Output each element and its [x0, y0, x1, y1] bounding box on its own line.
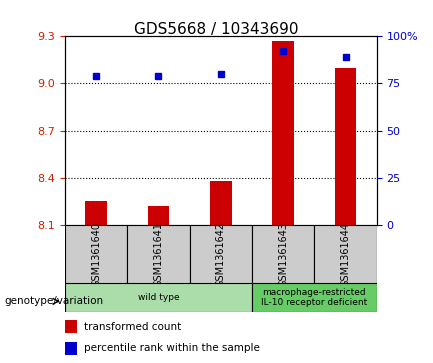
Bar	[65, 342, 78, 355]
Text: wild type: wild type	[138, 293, 179, 302]
Bar	[85, 201, 107, 225]
Text: transformed count: transformed count	[84, 322, 181, 332]
FancyBboxPatch shape	[252, 225, 314, 283]
Bar	[272, 41, 294, 225]
Text: genotype/variation: genotype/variation	[4, 296, 103, 306]
Bar	[210, 181, 232, 225]
Text: macrophage-restricted
IL-10 receptor deficient: macrophage-restricted IL-10 receptor def…	[261, 288, 368, 307]
Bar	[65, 320, 78, 333]
Text: percentile rank within the sample: percentile rank within the sample	[84, 343, 259, 354]
Text: GSM1361642: GSM1361642	[216, 221, 226, 287]
FancyBboxPatch shape	[127, 225, 190, 283]
Text: GSM1361641: GSM1361641	[153, 221, 164, 287]
Text: GSM1361643: GSM1361643	[278, 221, 288, 287]
FancyBboxPatch shape	[190, 225, 252, 283]
FancyBboxPatch shape	[65, 225, 127, 283]
Text: GSM1361640: GSM1361640	[91, 221, 101, 287]
FancyBboxPatch shape	[252, 283, 377, 312]
Bar	[148, 206, 169, 225]
Text: GDS5668 / 10343690: GDS5668 / 10343690	[134, 22, 299, 37]
Bar	[335, 68, 356, 225]
FancyBboxPatch shape	[314, 225, 377, 283]
FancyBboxPatch shape	[65, 283, 252, 312]
Text: GSM1361644: GSM1361644	[340, 221, 351, 287]
